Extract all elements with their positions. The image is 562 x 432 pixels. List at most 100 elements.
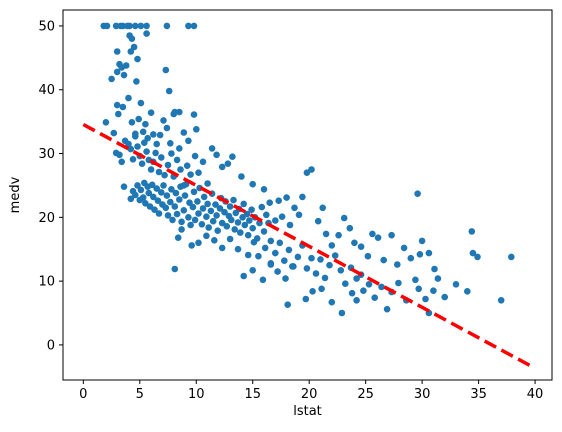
- scatter-point: [204, 180, 211, 187]
- scatter-point: [308, 254, 315, 262]
- scatter-point: [142, 200, 149, 207]
- scatter-point: [213, 151, 220, 159]
- scatter-point: [199, 158, 207, 166]
- scatter-point: [294, 253, 302, 261]
- scatter-point: [113, 101, 121, 109]
- scatter-point: [137, 22, 145, 30]
- scatter-point: [120, 71, 128, 79]
- scatter-point: [176, 196, 183, 203]
- scatter-point: [272, 249, 279, 257]
- scatter-point: [125, 140, 132, 148]
- scatter-point: [113, 68, 121, 76]
- plot-frame: [62, 9, 553, 381]
- scatter-point: [340, 214, 348, 222]
- scatter-point: [134, 55, 141, 63]
- y-tick-label: 10: [38, 275, 55, 290]
- scatter-point: [205, 224, 212, 231]
- scatter-point: [337, 267, 345, 274]
- scatter-point: [127, 195, 135, 203]
- scatter-point: [154, 197, 162, 204]
- scatter-point: [299, 193, 306, 201]
- scatter-point: [156, 131, 164, 139]
- scatter-point: [243, 210, 251, 218]
- scatter-point: [328, 242, 336, 249]
- scatter-points: [100, 22, 515, 317]
- scatter-point: [321, 274, 329, 282]
- scatter-point: [497, 297, 505, 304]
- scatter-point: [240, 272, 247, 280]
- scatter-point: [412, 276, 419, 284]
- scatter-point: [127, 48, 135, 55]
- scatter-point: [180, 129, 188, 136]
- scatter-point: [132, 22, 139, 30]
- x-tick-label: 35: [470, 387, 487, 402]
- y-tick-label: 40: [38, 83, 55, 98]
- scatter-point: [171, 203, 179, 210]
- scatter-point: [207, 207, 215, 215]
- scatter-point: [283, 194, 290, 201]
- scatter-point: [138, 160, 146, 167]
- scatter-point: [226, 203, 234, 210]
- y-tick-label: 50: [38, 19, 55, 34]
- scatter-point: [137, 186, 145, 194]
- scatter-point: [441, 293, 449, 301]
- scatter-point: [213, 212, 220, 219]
- scatter-point: [209, 217, 217, 225]
- scatter-point: [338, 309, 346, 317]
- y-axis-ticks: 0 10 20 30 40 50: [38, 19, 63, 353]
- scatter-point: [295, 211, 303, 219]
- scatter-point: [177, 183, 184, 190]
- scatter-point: [249, 224, 256, 232]
- scatter-point: [208, 145, 216, 152]
- scatter-point: [110, 129, 118, 137]
- x-tick-label: 0: [79, 387, 87, 402]
- scatter-point: [278, 213, 286, 220]
- scatter-point: [272, 217, 279, 224]
- scatter-point: [153, 185, 160, 192]
- scatter-point: [214, 227, 221, 234]
- scatter-point: [371, 294, 379, 302]
- scatter-point: [302, 295, 310, 303]
- scatter-point: [218, 219, 226, 227]
- scatter-point: [135, 115, 142, 123]
- scatter-point: [260, 186, 268, 193]
- scatter-point: [172, 189, 180, 197]
- x-tick-label: 15: [244, 387, 261, 402]
- scatter-point: [103, 22, 111, 30]
- scatter-point: [228, 216, 235, 224]
- scatter-point: [414, 190, 421, 197]
- scatter-point: [418, 237, 426, 245]
- scatter-point: [194, 198, 201, 205]
- scatter-point: [126, 22, 133, 30]
- scatter-point: [141, 139, 148, 146]
- scatter-point: [132, 191, 139, 199]
- scatter-point: [221, 208, 228, 216]
- scatter-point: [312, 270, 320, 277]
- x-tick-label: 20: [301, 387, 318, 402]
- fit-line-layer: [82, 122, 533, 368]
- scatter-point: [365, 281, 373, 288]
- scatter-point: [434, 275, 442, 282]
- y-tick-label: 20: [38, 211, 55, 226]
- scatter-point: [319, 204, 327, 212]
- scatter-point: [286, 221, 294, 229]
- scatter-point: [163, 192, 171, 199]
- scatter-point: [335, 231, 342, 239]
- scatter-point: [238, 173, 245, 180]
- scatter-point: [128, 119, 136, 126]
- scatter-point: [158, 189, 165, 196]
- regression-line: [82, 122, 533, 368]
- scatter-point: [118, 158, 125, 166]
- scatter-point: [474, 253, 481, 261]
- scatter-point: [248, 206, 255, 213]
- scatter-point: [127, 145, 135, 153]
- scatter-point: [289, 263, 296, 270]
- scatter-point: [151, 206, 158, 213]
- scatter-point: [383, 305, 391, 313]
- scatter-point: [187, 221, 194, 229]
- scatter-point: [115, 110, 122, 118]
- x-tick-label: 25: [357, 387, 374, 402]
- scatter-point: [425, 249, 433, 257]
- scatter-point: [374, 234, 382, 241]
- x-axis-ticks: 0 5 10 15 20 25 30 35 40: [79, 380, 543, 402]
